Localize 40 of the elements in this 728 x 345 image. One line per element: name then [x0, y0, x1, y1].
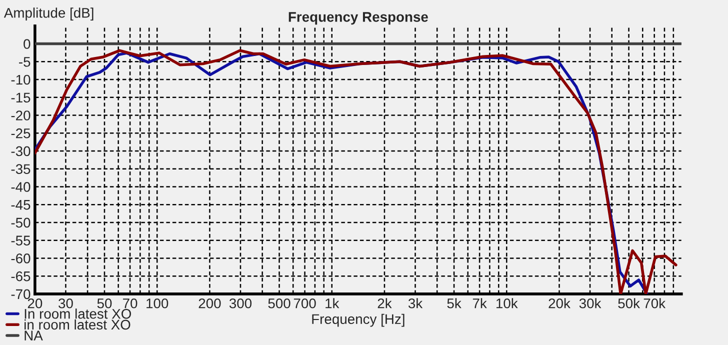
x-tick-label: 20 — [28, 298, 42, 308]
y-tick-label: -50 — [11, 218, 30, 228]
x-tick-label: 50k — [618, 298, 640, 308]
x-tick-label: 200 — [198, 298, 221, 308]
y-tick-label: 0 — [24, 39, 30, 49]
y-tick-label: -55 — [11, 236, 30, 246]
x-tick-label: 7k — [472, 298, 487, 308]
y-tick-label: -20 — [11, 110, 30, 120]
x-tick-label: 20k — [548, 298, 570, 308]
y-tick-label: -45 — [11, 200, 30, 210]
x-tick-label: 50 — [97, 298, 112, 308]
x-tick-label: 100 — [146, 298, 168, 308]
x-tick-label: 30k — [579, 298, 602, 308]
y-tick-label: -65 — [11, 271, 30, 282]
x-tick-label: 10k — [496, 298, 518, 308]
y-tick-label: -60 — [11, 254, 30, 264]
legend-label: NA — [24, 330, 43, 340]
y-tick-label: -5 — [19, 57, 30, 67]
y-tick-label: -70 — [11, 289, 30, 300]
x-tick-label: 70 — [123, 298, 138, 308]
y-tick-label: -15 — [11, 92, 30, 103]
y-tick-label: -30 — [11, 146, 30, 156]
y-tick-label: -10 — [11, 74, 30, 85]
x-tick-label: 70k — [644, 298, 666, 308]
x-tick-label: 2k — [378, 298, 392, 308]
legend-label: in room latest XO — [24, 319, 130, 330]
x-axis-title: Frequency [Hz] — [312, 314, 404, 327]
x-tick-label: 30 — [58, 298, 73, 308]
y-axis-title: Amplitude [dB] — [4, 8, 94, 21]
legend-label: In room latest XO — [24, 308, 132, 319]
x-tick-label: 700 — [294, 298, 316, 308]
x-tick-label: 500 — [268, 298, 290, 308]
x-tick-label: 1k — [326, 298, 340, 308]
y-tick-label: -35 — [11, 164, 30, 174]
chart-title: Frequency Response — [288, 12, 428, 25]
y-tick-label: -40 — [11, 182, 30, 192]
x-tick-label: 3k — [408, 298, 423, 308]
x-tick-label: 300 — [229, 298, 252, 308]
x-tick-label: 5k — [447, 298, 462, 308]
y-tick-label: -25 — [11, 128, 30, 138]
